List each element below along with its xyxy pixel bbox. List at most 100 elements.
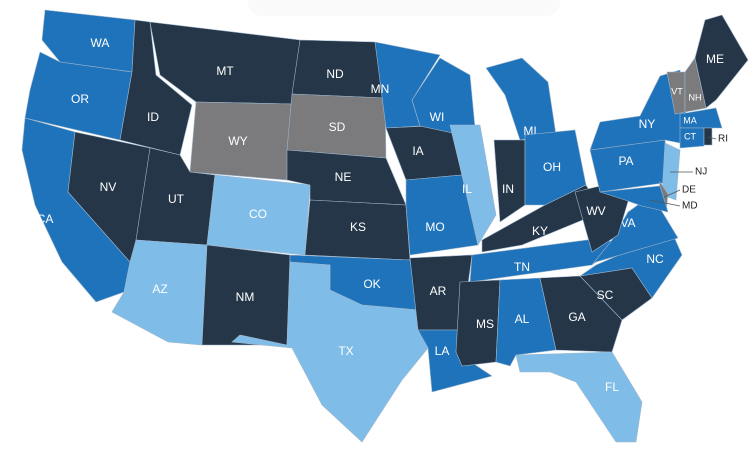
state-mn[interactable]: MN	[371, 41, 441, 129]
state-ct[interactable]: CT	[679, 127, 705, 149]
state-label: IN	[502, 182, 514, 196]
state-label: VA	[620, 216, 635, 230]
state-or[interactable]: OR	[24, 51, 133, 141]
state-al[interactable]: AL	[495, 277, 557, 367]
state-label: WA	[91, 36, 110, 50]
state-shape[interactable]	[119, 19, 193, 156]
state-label: WV	[586, 204, 605, 218]
state-il[interactable]: IL	[449, 124, 497, 246]
state-shape[interactable]	[703, 127, 713, 146]
state-wy[interactable]: WY	[189, 101, 293, 181]
state-fl[interactable]: FL	[515, 351, 643, 443]
state-shape[interactable]	[411, 57, 477, 139]
state-nm[interactable]: NM	[201, 244, 291, 346]
state-label: OR	[71, 92, 89, 106]
state-mi[interactable]: MI	[485, 57, 557, 141]
state-label: KS	[350, 220, 366, 234]
state-label: OK	[363, 277, 380, 291]
state-shape[interactable]	[599, 185, 669, 213]
state-mo[interactable]: MO	[405, 174, 479, 256]
state-label: AL	[515, 312, 530, 326]
label-leader-line	[649, 199, 681, 207]
state-shape[interactable]	[485, 57, 557, 141]
state-label: CO	[249, 207, 267, 221]
state-oh[interactable]: OH	[524, 129, 587, 206]
state-ia[interactable]: IA	[385, 124, 463, 181]
state-label: UT	[168, 192, 185, 206]
state-ri[interactable]: RI	[703, 127, 728, 146]
state-co[interactable]: CO	[206, 174, 311, 256]
state-label: TN	[514, 260, 530, 274]
state-label: GA	[568, 310, 585, 324]
state-me[interactable]: ME	[694, 14, 749, 109]
state-label: MN	[371, 82, 390, 96]
state-label: FL	[605, 380, 619, 394]
state-label: ID	[147, 110, 159, 124]
state-ma[interactable]: MA	[679, 107, 723, 129]
state-shape[interactable]	[574, 185, 631, 253]
state-label: IA	[412, 144, 423, 158]
state-ca[interactable]: CA	[21, 117, 131, 303]
state-label: AZ	[152, 282, 167, 296]
state-ny[interactable]: NY	[589, 69, 691, 151]
state-label: MA	[683, 115, 697, 125]
top-panel	[248, 0, 560, 16]
state-tx[interactable]: TX	[231, 261, 429, 443]
state-label: CT	[684, 131, 696, 141]
state-label: NE	[335, 170, 352, 184]
state-shape[interactable]	[231, 261, 429, 443]
state-shape[interactable]	[661, 142, 681, 201]
state-shape[interactable]	[515, 351, 643, 443]
state-shape[interactable]	[405, 174, 479, 256]
state-shape[interactable]	[455, 279, 501, 367]
state-nv[interactable]: NV	[67, 131, 151, 263]
state-label: MD	[682, 201, 698, 212]
state-label: MT	[216, 64, 234, 78]
state-wi[interactable]: WI	[411, 57, 477, 139]
state-in[interactable]: IN	[493, 139, 526, 223]
state-ms[interactable]: MS	[455, 279, 501, 367]
state-shape[interactable]	[679, 127, 705, 149]
label-leader-line	[707, 136, 717, 140]
state-id[interactable]: ID	[119, 19, 193, 156]
state-label: NJ	[695, 167, 707, 178]
state-label: MO	[425, 220, 444, 234]
state-label: NH	[689, 92, 702, 102]
state-wv[interactable]: WV	[574, 185, 631, 253]
state-shape[interactable]	[539, 275, 623, 353]
state-ga[interactable]: GA	[539, 275, 623, 353]
state-label: WI	[430, 110, 445, 124]
state-shape[interactable]	[493, 139, 526, 223]
state-label: LA	[435, 344, 450, 358]
state-label: NC	[646, 252, 664, 266]
state-label: TX	[338, 344, 353, 358]
state-label: KY	[532, 224, 548, 238]
state-md[interactable]: MD	[599, 185, 698, 213]
state-label: SC	[597, 288, 614, 302]
state-nj[interactable]: NJ	[661, 142, 707, 201]
state-label: NV	[100, 180, 117, 194]
state-label: AR	[430, 284, 447, 298]
state-label: NM	[236, 290, 255, 304]
state-label: DE	[682, 185, 696, 196]
state-label: ND	[326, 67, 344, 81]
state-label: OH	[543, 160, 561, 174]
state-label: RI	[718, 134, 728, 145]
state-shape[interactable]	[449, 124, 497, 246]
state-label: WY	[228, 134, 247, 148]
state-sd[interactable]: SD	[286, 93, 387, 159]
state-label: PA	[618, 154, 633, 168]
state-shape[interactable]	[694, 14, 749, 109]
state-ut[interactable]: UT	[135, 147, 216, 246]
state-label: SD	[329, 120, 346, 134]
state-label: NY	[639, 117, 656, 131]
state-ks[interactable]: KS	[304, 199, 411, 261]
state-label: ME	[706, 52, 724, 66]
state-wa[interactable]: WA	[41, 9, 136, 73]
state-shape[interactable]	[679, 107, 723, 129]
state-label: VT	[671, 86, 683, 96]
state-label: MS	[476, 317, 494, 331]
state-shape[interactable]	[385, 124, 463, 181]
label-leader-line	[661, 189, 681, 199]
